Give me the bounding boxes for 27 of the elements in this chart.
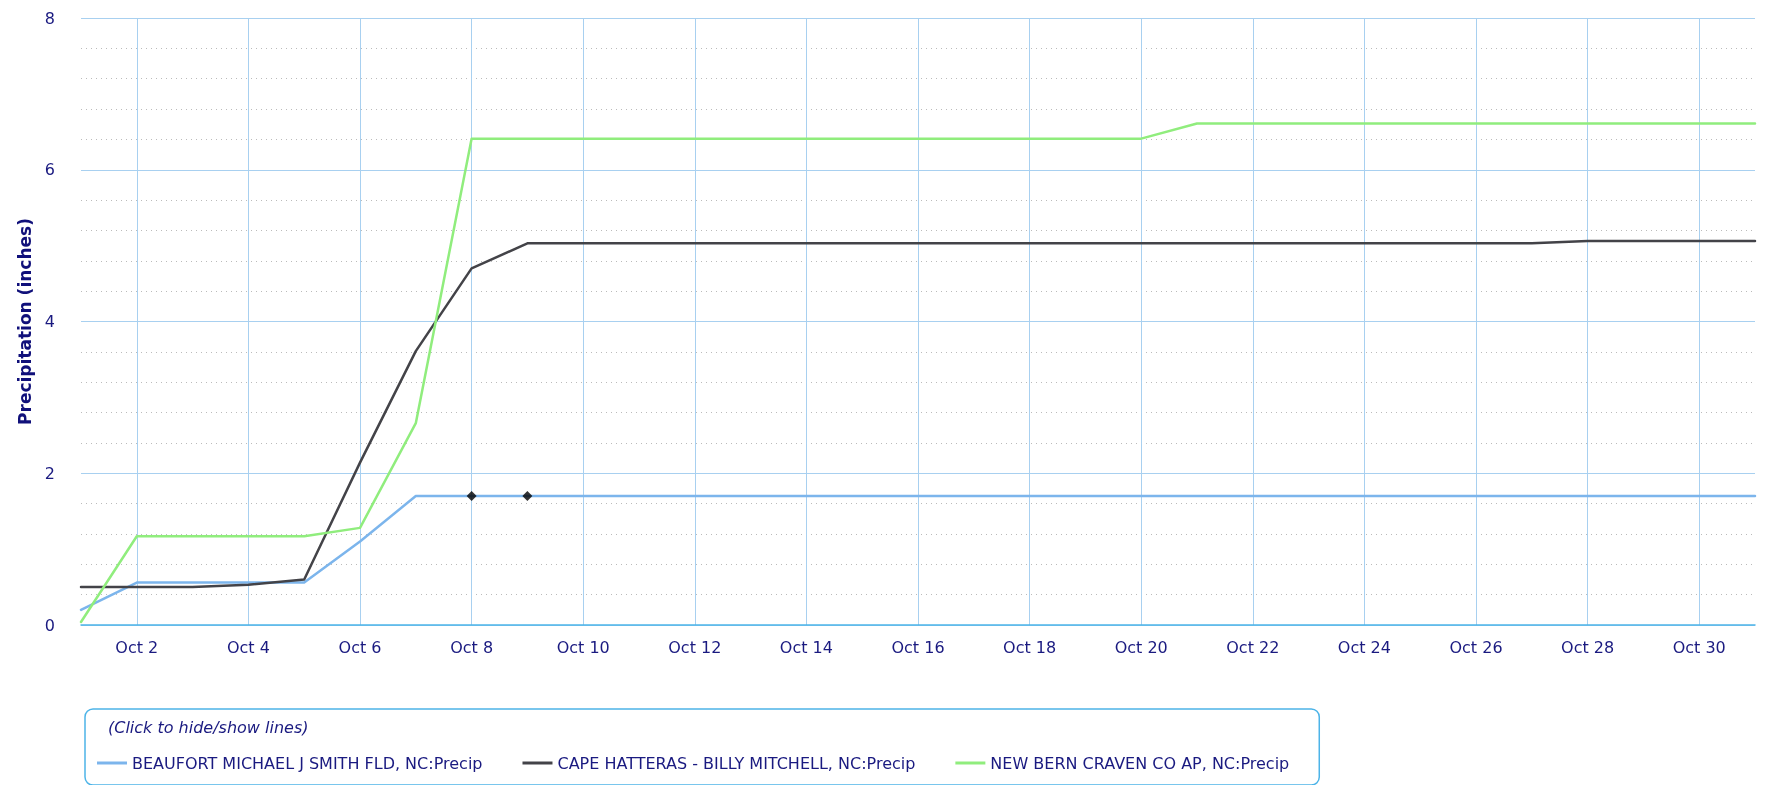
x-tick-label: Oct 2 [115, 637, 159, 657]
x-tick-label: Oct 16 [891, 637, 945, 657]
y-tick-label: 6 [44, 160, 55, 180]
x-tick-label: Oct 8 [450, 637, 494, 657]
legend-label: CAPE HATTERAS - BILLY MITCHELL, NC:Precip [557, 753, 916, 773]
y-axis-title: Precipitation (inches) [14, 218, 35, 425]
y-tick-label: 2 [44, 463, 55, 483]
y-tick-label: 8 [44, 8, 55, 28]
y-tick-label: 4 [44, 312, 55, 331]
x-tick-label: Oct 26 [1449, 637, 1503, 657]
y-tick-label: 0 [44, 615, 55, 635]
legend-label: BEAUFORT MICHAEL J SMITH FLD, NC:Precip [132, 753, 483, 773]
x-tick-label: Oct 30 [1672, 637, 1726, 657]
line-series [79, 239, 1757, 589]
x-tick-label: Oct 14 [779, 637, 833, 657]
x-tick-label: Oct 10 [556, 637, 610, 657]
legend-label: NEW BERN CRAVEN CO AP, NC:Precip [990, 753, 1290, 773]
x-tick-label: Oct 24 [1337, 637, 1391, 657]
x-tick-label: Oct 20 [1114, 637, 1168, 657]
line-series [79, 122, 1757, 624]
x-tick-label: Oct 28 [1561, 637, 1615, 657]
x-tick-label: Oct 12 [668, 637, 722, 657]
x-tick-label: Oct 6 [338, 637, 382, 657]
x-tick-label: Oct 18 [1003, 637, 1057, 657]
x-tick-label: Oct 22 [1226, 637, 1280, 657]
legend-title: (Click to hide/show lines) [108, 717, 309, 737]
x-tick-label: Oct 4 [226, 637, 270, 657]
